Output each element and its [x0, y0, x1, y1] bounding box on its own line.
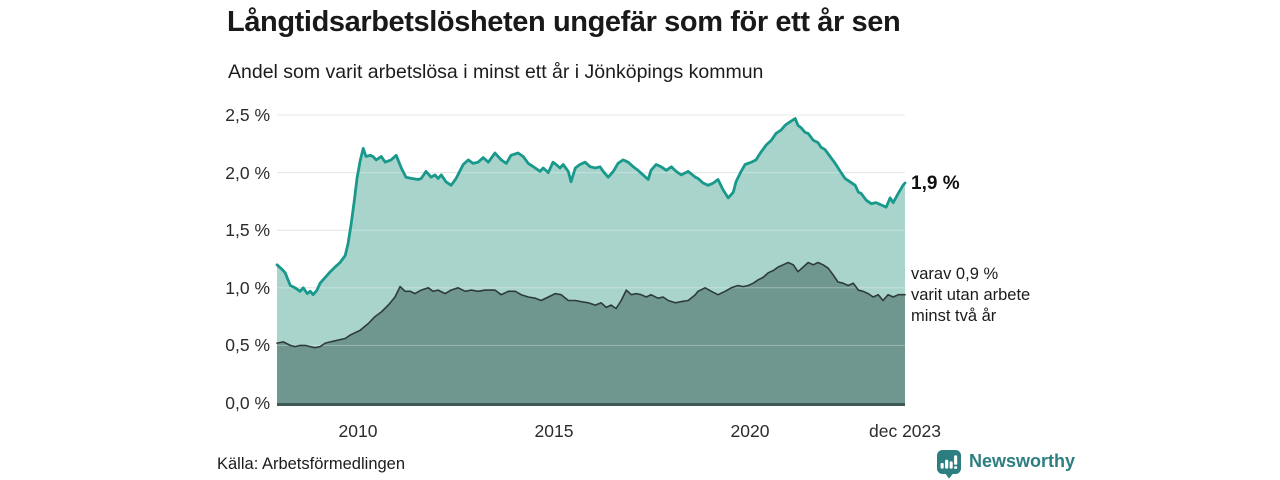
annotation-line-3: minst två år [911, 307, 997, 325]
x-axis-tick-label: dec 2023 [868, 421, 942, 441]
chart-subtitle: Andel som varit arbetslösa i minst ett å… [228, 61, 764, 83]
annotation-line-1: varav 0,9 % [911, 265, 999, 283]
annotation-line-2: varit utan arbete [911, 286, 1031, 304]
x-axis-tick-label: 2010 [338, 421, 378, 441]
series1-end-value-label: 1,9 % [911, 173, 960, 194]
y-axis-tick-label: 1,5 % [225, 220, 270, 241]
series2-annotation: varav 0,9 % varit utan arbete minst två … [911, 264, 1030, 327]
series-line [275, 117, 907, 297]
y-axis-tick-label: 2,5 % [225, 105, 270, 125]
y-axis-tick-label: 0,0 % [225, 393, 270, 413]
source-label: Källa: Arbetsförmedlingen [217, 455, 406, 473]
chart-title: Långtidsarbetslösheten ungefär som för e… [227, 6, 901, 38]
y-axis-tick-label: 2,0 % [225, 162, 270, 183]
series-line [276, 261, 906, 349]
newsworthy-brand: Newsworthy [936, 449, 1075, 479]
y-axis-tick-label: 0,5 % [225, 335, 270, 356]
series-area [277, 262, 905, 403]
newsworthy-logo-icon [937, 450, 961, 479]
x-axis-tick-label: 2020 [730, 421, 770, 441]
y-axis-tick-label: 1,0 % [225, 277, 270, 298]
x-axis-tick-label: 2015 [534, 421, 574, 441]
newsworthy-wordmark: Newsworthy [969, 451, 1076, 471]
